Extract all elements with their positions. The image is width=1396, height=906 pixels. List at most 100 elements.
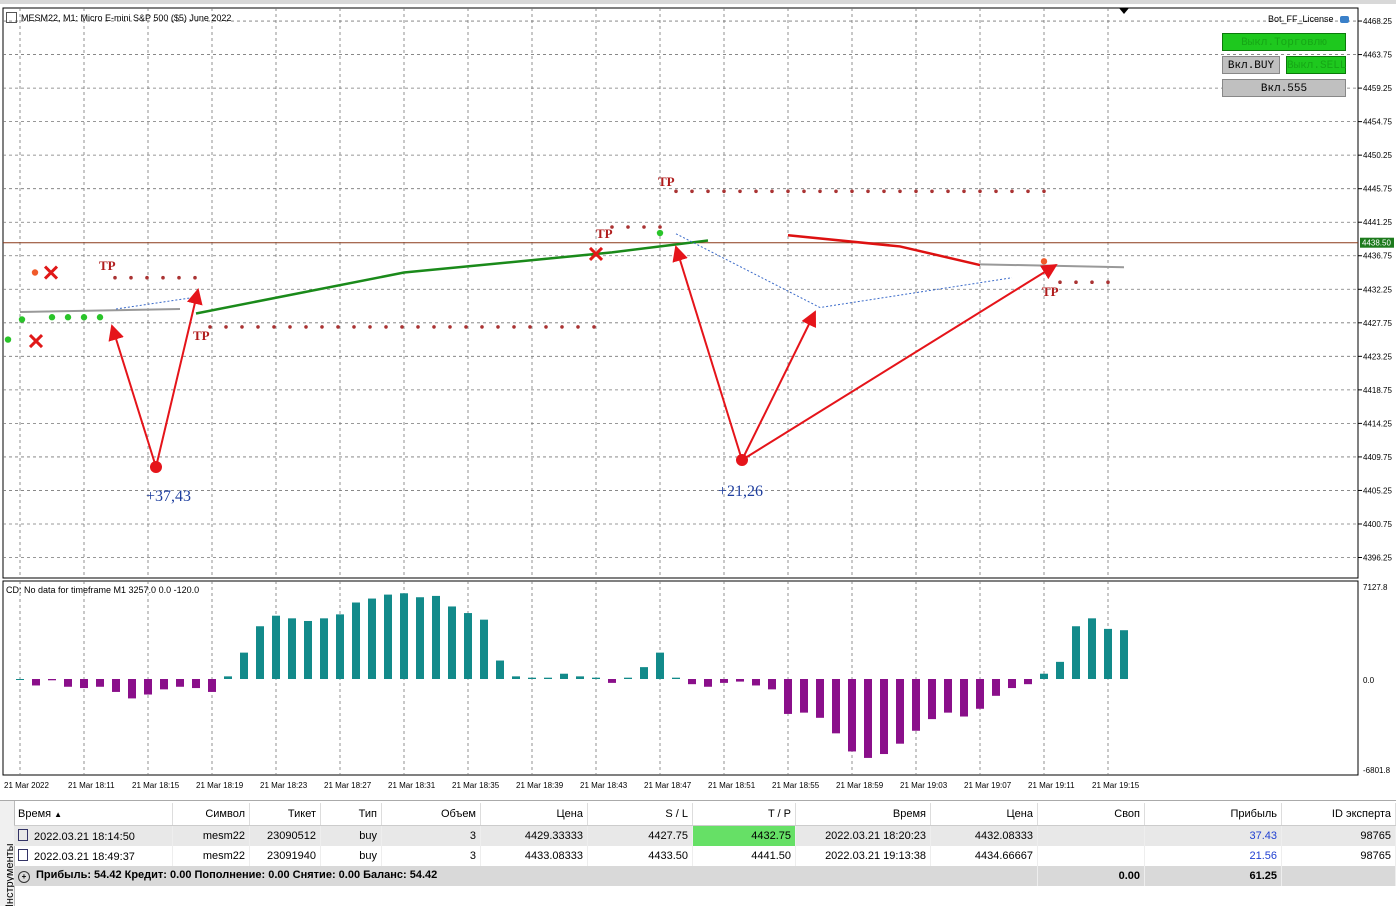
annotation-arrow [741, 310, 816, 461]
indicator-tick-label: -6801.8 [1363, 766, 1391, 775]
toolbox-panel[interactable]: Инструменты Время ▲ Символ Тикет Тип Объ… [0, 800, 1396, 906]
cell-ticket: 23091940 [249, 846, 321, 866]
cell-expert-id: 98765 [1281, 825, 1396, 846]
buy-toggle-button[interactable]: Вкл.BUY [1222, 56, 1280, 74]
histogram-bar [896, 679, 904, 744]
magic-number-button[interactable]: Вкл.555 [1222, 79, 1346, 97]
tp-level-dot [898, 189, 902, 194]
annotation-arrow [155, 288, 203, 468]
time-tick-label: 21 Mar 18:23 [260, 781, 308, 790]
shift-marker-icon [1119, 8, 1129, 14]
col-type[interactable]: Тип [320, 803, 382, 826]
col-close-time[interactable]: Время [795, 803, 931, 826]
arrow-origin-dot [736, 454, 748, 466]
col-volume[interactable]: Объем [381, 803, 481, 826]
tp-level-dot [1106, 280, 1110, 284]
time-tick-label: 21 Mar 18:39 [516, 781, 564, 790]
col-stop-loss[interactable]: S / L [587, 803, 693, 826]
tp-level-dot [626, 225, 630, 229]
tp-level-dot [1058, 280, 1062, 284]
histogram-bar [320, 618, 328, 679]
time-tick-label: 21 Mar 19:03 [900, 781, 948, 790]
col-open-price[interactable]: Цена [480, 803, 588, 826]
histogram-bar [688, 679, 696, 685]
annotation-arrow [672, 245, 743, 461]
col-swap[interactable]: Своп [1037, 803, 1145, 826]
histogram-bar [1072, 626, 1080, 679]
sl-level-dot [272, 325, 276, 329]
histogram-bar [1120, 630, 1128, 679]
histogram-bar [560, 673, 568, 679]
profit-annotation: +37,43 [146, 488, 191, 505]
cell-open-price: 4429.33333 [480, 825, 588, 846]
col-open-time[interactable]: Время ▲ [14, 803, 173, 826]
tp-level-dot [161, 275, 165, 280]
col-expert-id[interactable]: ID эксперта [1281, 803, 1396, 826]
histogram-bar [784, 679, 792, 714]
tp-level-dot [658, 225, 662, 229]
sl-level-dot [480, 325, 484, 329]
tp-level-dot [946, 189, 950, 194]
histogram-bar [416, 597, 424, 679]
chart-window[interactable]: 4468.25 4463.75 4459.25 4454.75 4450.25 4445.… [0, 0, 1396, 800]
cell-expert-id: 98765 [1281, 846, 1396, 866]
time-tick-label: 21 Mar 18:47 [644, 781, 692, 790]
toolbox-tab[interactable]: Инструменты [0, 801, 15, 906]
col-close-price[interactable]: Цена [930, 803, 1038, 826]
histogram-bar [176, 679, 184, 687]
tp-level-dot [674, 189, 678, 194]
histogram-bar [704, 679, 712, 687]
table-row[interactable]: 2022.03.21 18:49:37 mesm22 23091940 buy … [14, 846, 1396, 866]
cell-open-time: 2022.03.21 18:49:37 [34, 851, 135, 863]
tp-level-dot [1074, 280, 1078, 284]
sl-level-dot [512, 325, 516, 329]
col-ticket[interactable]: Тикет [249, 803, 321, 826]
tp-level-dot [129, 275, 133, 280]
time-tick-label: 21 Mar 18:31 [388, 781, 436, 790]
table-row[interactable]: 2022.03.21 18:14:50 mesm22 23090512 buy … [14, 825, 1396, 846]
sl-level-dot [256, 325, 260, 329]
ma-line-gray [19, 308, 181, 313]
tp-level-dot [834, 189, 838, 194]
histogram-bar [512, 676, 520, 679]
profit-annotation: +21,26 [718, 483, 763, 500]
sell-toggle-button[interactable]: Выкл.SELL [1286, 56, 1346, 74]
col-take-profit[interactable]: T / P [692, 803, 796, 826]
time-tick-label: 21 Mar 19:07 [964, 781, 1012, 790]
summary-text: Прибыль: 54.42 Кредит: 0.00 Пополнение: … [36, 869, 438, 881]
sl-level-dot [576, 325, 580, 329]
tp-label: TP [596, 226, 613, 241]
signal-dot [48, 314, 56, 321]
histogram-bar [496, 660, 504, 679]
tp-label: TP [658, 174, 675, 189]
histogram-bar [256, 626, 264, 679]
sl-level-dot [240, 325, 244, 329]
price-tick-label: 4405.25 [1363, 486, 1392, 495]
annotation-arrow [108, 324, 157, 468]
histogram-bar [528, 677, 536, 679]
tp-level-dot [850, 189, 854, 194]
price-tick-label: 4454.75 [1363, 118, 1392, 127]
cell-open-price: 4433.08333 [480, 846, 588, 866]
trade-link-line [675, 233, 1013, 309]
tab-strip [0, 0, 1396, 4]
histogram-bar [80, 679, 88, 689]
tp-level-dot [1026, 189, 1030, 194]
close-x-stroke [588, 246, 604, 261]
histogram-bar [464, 613, 472, 679]
cell-profit: 21.56 [1144, 846, 1282, 866]
trade-toggle-button[interactable]: Выкл.Торговлю [1222, 33, 1346, 51]
histogram-bar [32, 679, 40, 686]
col-symbol[interactable]: Символ [172, 803, 250, 826]
price-chart[interactable]: 4468.25 4463.75 4459.25 4454.75 4450.25 4445.… [0, 0, 1396, 800]
time-tick-label: 21 Mar 18:59 [836, 781, 884, 790]
history-table: Время ▲ Символ Тикет Тип Объем Цена S / … [14, 803, 1396, 886]
tp-level-dot [914, 189, 918, 194]
histogram-bar [400, 593, 408, 679]
price-tick-label: 4418.75 [1363, 386, 1392, 395]
tp-level-dot [145, 275, 149, 280]
col-profit[interactable]: Прибыль [1144, 803, 1282, 826]
expert-name: Bot_FF_License [1268, 14, 1334, 24]
histogram-bar [224, 676, 232, 679]
arrow-origin-dot [150, 461, 162, 473]
